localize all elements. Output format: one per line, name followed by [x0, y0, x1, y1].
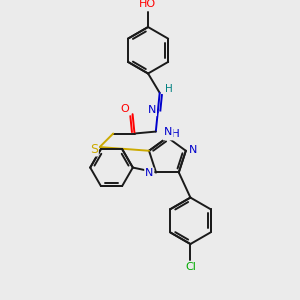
- Text: HO: HO: [139, 0, 156, 9]
- Text: H: H: [164, 84, 172, 94]
- Text: N: N: [164, 127, 172, 136]
- Text: N: N: [188, 145, 197, 155]
- Text: S: S: [90, 142, 98, 155]
- Text: O: O: [121, 104, 129, 114]
- Text: NH: NH: [164, 130, 180, 140]
- Text: N: N: [148, 105, 156, 115]
- Text: Cl: Cl: [185, 262, 196, 272]
- Text: N: N: [145, 168, 154, 178]
